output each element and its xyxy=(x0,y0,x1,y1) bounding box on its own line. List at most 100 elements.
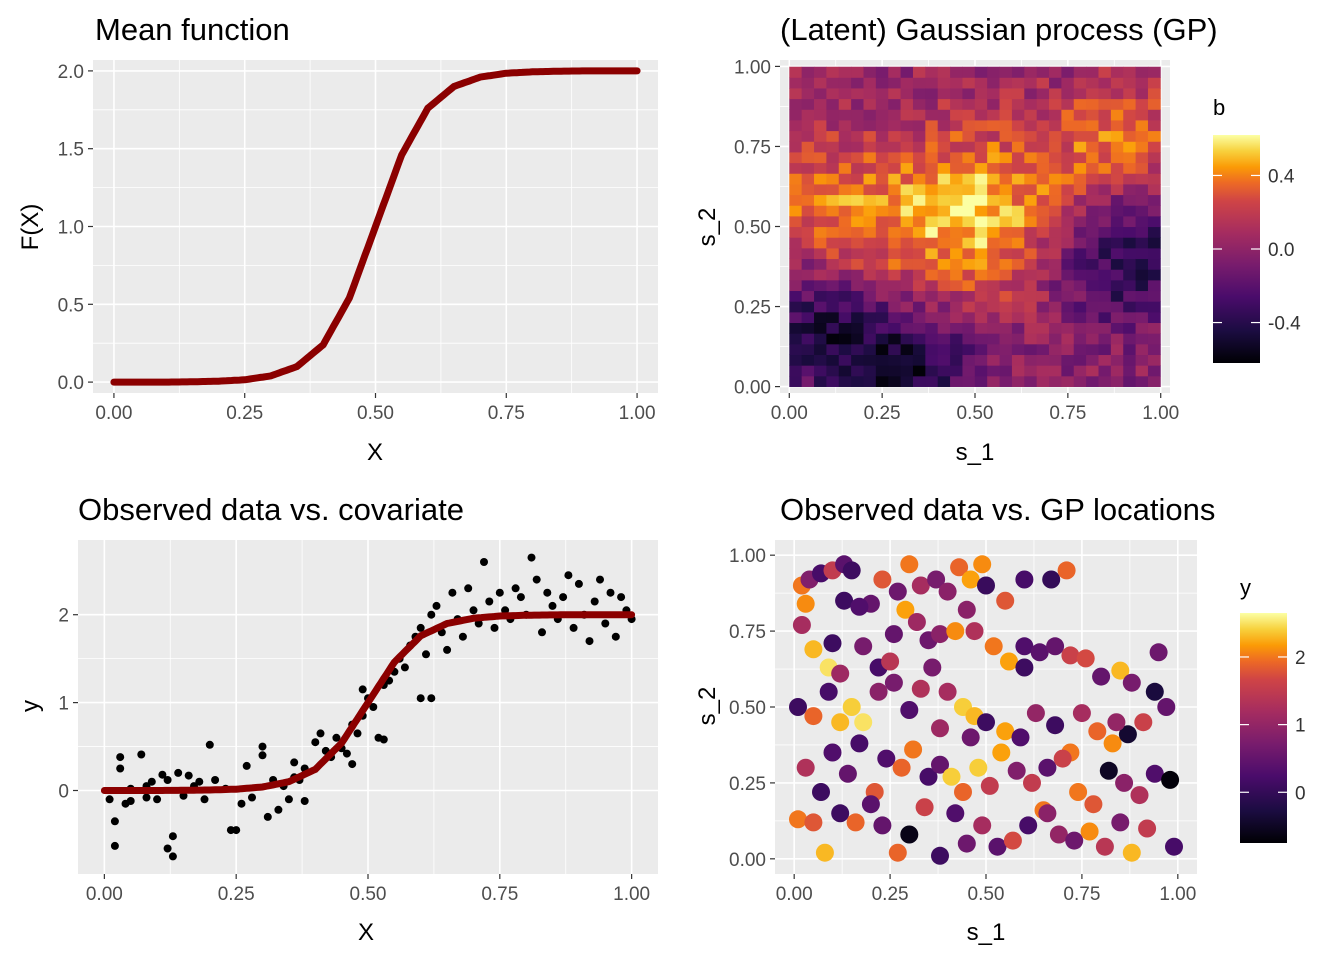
heatmap-cell xyxy=(888,354,901,366)
heatmap-cell xyxy=(801,290,815,302)
heatmap-cell xyxy=(925,205,939,217)
heatmap-cell xyxy=(987,237,1000,249)
legend-title: y xyxy=(1240,575,1251,600)
heatmap-cell xyxy=(1024,365,1038,377)
heatmap-cell xyxy=(900,173,914,185)
heatmap-cell xyxy=(875,130,889,142)
heatmap-cell xyxy=(888,162,901,174)
heatmap-cell xyxy=(999,77,1013,89)
heatmap-cell xyxy=(888,109,901,121)
heatmap-cell xyxy=(826,141,840,153)
heatmap-cell xyxy=(1036,365,1050,377)
data-point xyxy=(284,795,293,804)
heatmap-cell xyxy=(814,184,827,196)
heatmap-cell xyxy=(1123,269,1137,281)
heatmap-cell xyxy=(851,77,864,89)
heatmap-cell xyxy=(851,66,864,78)
heatmap-cell xyxy=(937,290,951,302)
heatmap-cell xyxy=(937,365,951,377)
heatmap-cell xyxy=(999,226,1013,238)
data-point xyxy=(911,679,930,698)
heatmap-cell xyxy=(950,141,963,153)
heatmap-cell xyxy=(937,279,951,292)
heatmap-cell xyxy=(1036,162,1050,174)
heatmap-cell xyxy=(863,279,877,292)
data-point xyxy=(1015,658,1034,677)
data-point xyxy=(237,799,246,808)
heatmap-cell xyxy=(875,66,889,78)
heatmap-cell xyxy=(950,130,963,142)
heatmap-cell xyxy=(999,301,1013,313)
data-point xyxy=(1157,698,1176,716)
heatmap-cell xyxy=(974,120,988,132)
heatmap-cell xyxy=(1110,247,1124,260)
heatmap-cell xyxy=(826,173,840,185)
heatmap-cell xyxy=(1061,66,1075,78)
heatmap-cell xyxy=(937,98,951,110)
heatmap-cell xyxy=(838,141,852,153)
heatmap-cell xyxy=(888,258,901,270)
heatmap-cell xyxy=(863,109,877,121)
heatmap-cell xyxy=(987,375,1000,387)
heatmap-cell xyxy=(863,194,877,206)
heatmap-cell xyxy=(900,375,914,387)
heatmap-cell xyxy=(999,216,1013,228)
heatmap-cell xyxy=(1024,152,1038,164)
data-point xyxy=(873,816,892,835)
heatmap-cell xyxy=(1011,109,1025,121)
heatmap-cell xyxy=(1011,66,1025,78)
heatmap-cell xyxy=(789,141,803,153)
heatmap-cell xyxy=(987,269,1000,281)
heatmap-cell xyxy=(863,365,877,377)
heatmap-cell xyxy=(801,301,815,313)
heatmap-cell xyxy=(863,141,877,153)
heatmap-cell xyxy=(974,88,988,100)
heatmap-cell xyxy=(1135,77,1149,89)
heatmap-cell xyxy=(987,279,1000,292)
data-point xyxy=(900,701,919,719)
heatmap-cell xyxy=(838,77,852,89)
heatmap-cell xyxy=(801,322,815,334)
heatmap-cell xyxy=(937,237,951,249)
heatmap-cell xyxy=(1024,226,1038,238)
heatmap-cell xyxy=(1110,237,1124,249)
heatmap-cell xyxy=(1086,354,1099,366)
heatmap-cell xyxy=(1073,120,1087,132)
heatmap-cell xyxy=(1135,162,1149,174)
data-point xyxy=(464,584,473,593)
data-point xyxy=(184,771,193,780)
heatmap-cell xyxy=(900,66,914,78)
heatmap-cell xyxy=(1110,173,1124,185)
heatmap-cell xyxy=(999,194,1013,206)
heatmap-cell xyxy=(888,173,901,185)
heatmap-cell xyxy=(1123,88,1137,100)
data-point xyxy=(850,597,869,616)
heatmap-cell xyxy=(814,194,827,206)
data-point xyxy=(1023,773,1041,792)
data-point xyxy=(1061,646,1080,665)
y-axis-title: y xyxy=(17,700,44,712)
heatmap-cell xyxy=(1049,279,1062,292)
heatmap-cell xyxy=(912,98,926,110)
heatmap-cell xyxy=(1123,152,1137,164)
heatmap-cell xyxy=(1086,184,1099,196)
heatmap-cell xyxy=(1110,66,1124,78)
heatmap-cell xyxy=(875,365,889,377)
data-point xyxy=(258,751,267,760)
heatmap-cell xyxy=(1061,354,1075,366)
heatmap-cell xyxy=(1147,173,1161,185)
heatmap-cell xyxy=(987,290,1000,302)
data-point xyxy=(900,555,919,574)
heatmap-cell xyxy=(888,120,901,132)
heatmap-cell xyxy=(1061,216,1075,228)
data-point xyxy=(1084,795,1103,814)
heatmap-cell xyxy=(1049,120,1062,132)
heatmap-cell xyxy=(974,194,988,206)
heatmap-cell xyxy=(1011,375,1025,387)
data-point xyxy=(1107,713,1126,732)
heatmap-cell xyxy=(1061,311,1075,324)
heatmap-cell xyxy=(974,247,988,260)
heatmap-cell xyxy=(937,226,951,238)
heatmap-cell xyxy=(987,333,1000,345)
heatmap-cell xyxy=(1086,322,1099,334)
